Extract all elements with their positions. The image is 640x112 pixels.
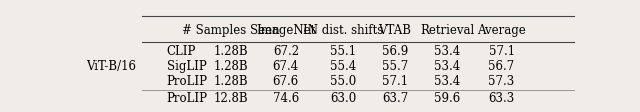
Text: 56.9: 56.9 bbox=[382, 45, 408, 58]
Text: 59.6: 59.6 bbox=[434, 92, 460, 105]
Text: CLIP: CLIP bbox=[167, 45, 196, 58]
Text: 67.6: 67.6 bbox=[273, 75, 299, 88]
Text: 63.0: 63.0 bbox=[330, 92, 356, 105]
Text: 57.3: 57.3 bbox=[488, 75, 515, 88]
Text: 74.6: 74.6 bbox=[273, 92, 299, 105]
Text: 55.4: 55.4 bbox=[330, 60, 356, 73]
Text: IN dist. shifts: IN dist. shifts bbox=[303, 24, 383, 37]
Text: 1.28B: 1.28B bbox=[214, 45, 248, 58]
Text: 53.4: 53.4 bbox=[434, 75, 460, 88]
Text: Retrieval: Retrieval bbox=[420, 24, 474, 37]
Text: 1.28B: 1.28B bbox=[214, 60, 248, 73]
Text: ViT-B/16: ViT-B/16 bbox=[86, 60, 136, 73]
Text: 63.3: 63.3 bbox=[488, 92, 515, 105]
Text: VTAB: VTAB bbox=[378, 24, 412, 37]
Text: 55.1: 55.1 bbox=[330, 45, 356, 58]
Text: ProLIP: ProLIP bbox=[167, 75, 208, 88]
Text: 53.4: 53.4 bbox=[434, 45, 460, 58]
Text: 55.0: 55.0 bbox=[330, 75, 356, 88]
Text: 55.7: 55.7 bbox=[382, 60, 408, 73]
Text: 12.8B: 12.8B bbox=[214, 92, 248, 105]
Text: # Samples Seen: # Samples Seen bbox=[182, 24, 280, 37]
Text: Average: Average bbox=[477, 24, 526, 37]
Text: 53.4: 53.4 bbox=[434, 60, 460, 73]
Text: 67.4: 67.4 bbox=[273, 60, 299, 73]
Text: 67.2: 67.2 bbox=[273, 45, 299, 58]
Text: 1.28B: 1.28B bbox=[214, 75, 248, 88]
Text: ImageNet: ImageNet bbox=[256, 24, 316, 37]
Text: 63.7: 63.7 bbox=[382, 92, 408, 105]
Text: 57.1: 57.1 bbox=[488, 45, 515, 58]
Text: 57.1: 57.1 bbox=[382, 75, 408, 88]
Text: 56.7: 56.7 bbox=[488, 60, 515, 73]
Text: SigLIP: SigLIP bbox=[167, 60, 207, 73]
Text: ProLIP: ProLIP bbox=[167, 92, 208, 105]
